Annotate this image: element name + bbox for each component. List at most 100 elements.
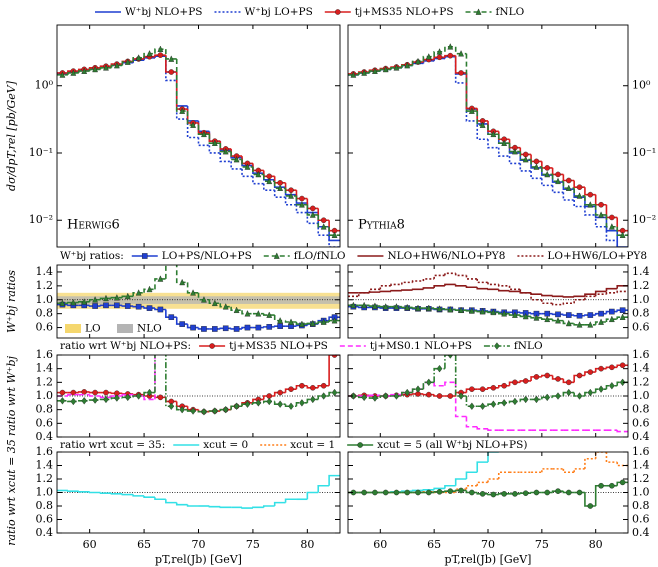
step: [154, 497, 166, 501]
step: [562, 302, 575, 305]
step: [317, 395, 330, 400]
step: [77, 301, 90, 303]
step: [465, 275, 478, 280]
step: [390, 66, 402, 70]
step: [154, 48, 166, 54]
step: [508, 313, 521, 316]
marker: [555, 488, 561, 494]
marker: [277, 184, 284, 191]
step: [541, 294, 553, 297]
marker: [157, 394, 164, 401]
y-tick-label: 1.2: [632, 375, 650, 388]
marker: [555, 177, 561, 185]
step: [154, 278, 166, 290]
step: [241, 159, 253, 168]
step: [110, 64, 123, 68]
marker: [277, 389, 283, 396]
marker: [266, 397, 273, 406]
marker: [103, 395, 109, 404]
marker: [501, 139, 508, 146]
marker: [555, 311, 561, 318]
step: [465, 53, 478, 112]
step: [476, 287, 488, 290]
marker: [201, 326, 207, 332]
step: [530, 159, 542, 168]
marker: [436, 48, 443, 55]
step: [422, 278, 435, 281]
plot-area: [348, 452, 628, 509]
marker: [299, 399, 305, 407]
x-tick-label: 80: [589, 538, 603, 551]
step: [541, 299, 553, 305]
step: [454, 273, 467, 277]
y-tick-label: 0.6: [632, 321, 650, 334]
y-tick-label: 1.2: [36, 279, 54, 292]
marker: [372, 489, 378, 496]
step: [175, 72, 188, 107]
marker: [277, 317, 284, 324]
marker: [146, 50, 153, 57]
plot-area: [57, 474, 340, 509]
step: [487, 452, 499, 463]
y-tick-label: 1.0: [36, 389, 54, 402]
marker: [92, 296, 99, 303]
marker: [458, 50, 464, 57]
step: [433, 285, 445, 288]
marker: [565, 319, 572, 327]
marker: [350, 71, 357, 78]
y-tick-label: 0.4: [36, 430, 54, 443]
marker: [533, 489, 540, 496]
step: [573, 392, 585, 397]
marker: [103, 64, 109, 71]
step: [422, 55, 435, 62]
marker: [157, 52, 164, 58]
marker: [533, 314, 540, 321]
marker: [190, 407, 196, 415]
marker: [598, 365, 604, 372]
marker: [190, 324, 196, 331]
step: [67, 301, 79, 304]
marker: [565, 388, 572, 397]
marker: [415, 489, 421, 496]
legend-label: fLO/fNLO: [294, 250, 346, 262]
step: [306, 204, 319, 216]
step: [379, 285, 392, 290]
step: [357, 292, 370, 297]
legend-label: xcut = 5 (all W⁺bj NLO+PS): [377, 439, 527, 451]
step: [295, 402, 308, 407]
marker: [544, 315, 551, 323]
step: [465, 484, 478, 490]
legend-label: xcut = 1: [290, 439, 335, 451]
marker: [222, 303, 229, 310]
marker: [244, 310, 251, 317]
marker: [179, 107, 186, 114]
marker: [299, 195, 305, 202]
legend-label: tj+MS0.1 NLO+PS: [370, 340, 472, 352]
step: [186, 282, 199, 294]
step: [519, 151, 532, 161]
step: [368, 397, 381, 399]
y-axis-label: ratio wrt W⁺bj: [5, 355, 18, 436]
step: [584, 293, 596, 297]
legend-label: xcut = 0: [203, 439, 248, 451]
step: [411, 388, 424, 393]
marker: [393, 392, 400, 400]
step: [497, 289, 510, 292]
step: [616, 226, 628, 236]
marker: [135, 303, 142, 310]
marker: [587, 312, 594, 318]
marker: [92, 396, 98, 404]
step: [411, 288, 424, 291]
marker: [479, 307, 486, 315]
marker: [266, 324, 273, 330]
marker: [288, 402, 294, 410]
step: [454, 56, 467, 84]
step: [197, 410, 210, 413]
step: [476, 278, 488, 284]
marker: [458, 306, 464, 313]
marker: [565, 312, 572, 318]
marker: [393, 303, 400, 310]
step: [508, 285, 521, 291]
step: [306, 212, 319, 225]
marker: [468, 402, 475, 410]
